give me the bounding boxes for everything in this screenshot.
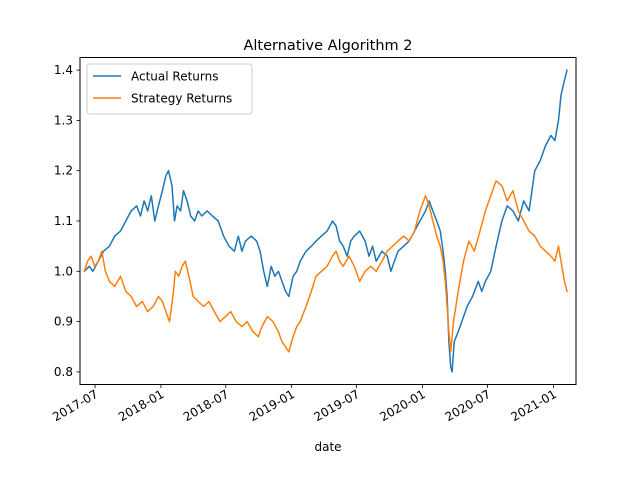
series-line-strategy-returns: [83, 180, 568, 353]
y-tick-label: 0.9: [54, 315, 73, 329]
legend-box: [86, 63, 253, 115]
series-layer: [83, 69, 568, 373]
chart-title: Alternative Algorithm 2: [243, 38, 412, 54]
series-line-actual-returns: [83, 69, 568, 373]
legend-label-actual-returns: Actual Returns: [131, 70, 218, 84]
y-tick-label: 1.0: [54, 264, 73, 278]
y-tick-label: 1.4: [54, 63, 73, 77]
y-tick-label: 1.3: [54, 113, 73, 127]
legend: Actual Returns Strategy Returns: [86, 63, 253, 115]
y-tick-label: 0.8: [54, 365, 73, 379]
y-tick-label: 1.1: [54, 214, 73, 228]
legend-label-strategy-returns: Strategy Returns: [131, 92, 232, 106]
y-axis: 0.8 0.9 1.0 1.1 1.2 1.3 1.4: [54, 63, 80, 379]
x-axis-label: date: [314, 440, 341, 454]
y-tick-label: 1.2: [54, 164, 73, 178]
